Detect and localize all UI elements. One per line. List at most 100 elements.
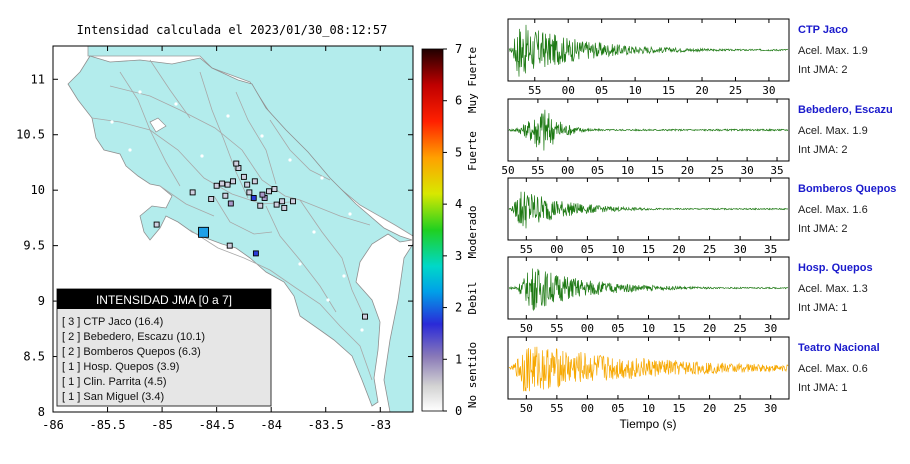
waveform-tick-label: 00 [581, 402, 594, 415]
legend-header [57, 289, 271, 309]
waveform-panel: 50 55 00 05 10 15 20 25 30 Teatro Nacional Acel. M… [507, 336, 880, 415]
waveform-trace [508, 346, 789, 392]
map-frame [52, 45, 414, 413]
map-title: Intensidad calculada el 2023/01/30_08:12… [77, 23, 388, 37]
waveform-tick-label: 00 [562, 84, 575, 97]
colorbar-tick-label: 4 [455, 197, 462, 211]
waveform-tick-label: 00 [550, 243, 563, 256]
waveform-tick-label: 55 [520, 243, 533, 256]
waveform-station-name: Teatro Nacional [798, 342, 880, 354]
legend-item: [ 1 ] Hosp. Quepos (3.9) [62, 361, 179, 373]
colorbar-label-muy-fuerte: Muy Fuerte [466, 47, 479, 113]
station-marker [250, 194, 257, 201]
waveform-tick-label: 05 [611, 322, 624, 335]
legend-item: [ 1 ] Clin. Parrita (4.5) [62, 376, 167, 388]
colorbar-tick-label: 0 [455, 404, 462, 418]
waveform-tick-label: 55 [528, 84, 541, 97]
legend-item: [ 1 ] San Miguel (3.4) [62, 391, 164, 403]
waveform-tick-label: 15 [642, 243, 655, 256]
colorbar-ticks: 0 1 2 3 4 5 6 7 [443, 42, 462, 418]
waveform-station-name: Hosp. Quepos [798, 262, 873, 274]
waveform-acel-max: Acel. Max. 1.3 [798, 283, 868, 295]
waveform-tick-label: 30 [734, 243, 747, 256]
colorbar-tick-label: 5 [455, 145, 462, 159]
station-marker [266, 188, 272, 195]
waveform-panel: 50 55 00 05 10 15 20 25 30 Hosp. Quepos Acel. Max.… [507, 256, 873, 335]
waveform-tick-label: 30 [762, 84, 775, 97]
station-marker [189, 189, 196, 196]
colorbar-label-debil: Debil [466, 281, 479, 314]
waveform-tick-label: 10 [628, 84, 641, 97]
waveform-panel: 55 00 05 10 15 20 25 30 35 Bomberos Quepos Acel. M… [507, 177, 896, 256]
colorbar-tick-label: 6 [455, 94, 462, 108]
station-marker [213, 182, 220, 189]
waveform-tick-label: 30 [741, 164, 754, 177]
map-x-axis: -86 -85.5 -85 -84.5 -84 -83.5 -83 [42, 46, 391, 432]
colorbar-gradient [421, 48, 444, 412]
waveform-tick-label: 55 [550, 402, 563, 415]
map-ytick-label: 10.5 [16, 128, 45, 142]
station-marker [257, 202, 264, 209]
waveform-trace [508, 268, 789, 312]
map-ytick-label: 10 [31, 183, 45, 197]
station-marker [240, 173, 247, 180]
colorbar-tick-label: 2 [455, 301, 462, 315]
colorbar-tick-label: 7 [455, 42, 462, 56]
waveform-int-jma: Int JMA: 2 [798, 144, 848, 156]
colorbar-tick-label: 3 [455, 249, 462, 263]
intensity-legend: INTENSIDAD JMA [0 a 7] [ 3 ] CTP Jaco (1… [56, 288, 272, 407]
station-marker [208, 196, 215, 203]
waveform-tick-label: 20 [695, 84, 708, 97]
waveform-panel: 55 00 05 10 15 20 25 30 CTP Jaco Acel. Max. 1.9 In… [507, 18, 868, 97]
waveform-int-jma: Int JMA: 2 [798, 223, 848, 235]
waveform-tick-label: 05 [591, 164, 604, 177]
waveform-tick-label: 10 [642, 322, 655, 335]
station-marker [259, 191, 266, 198]
waveform-tick-label: 10 [611, 243, 624, 256]
waveform-tick-label: 15 [672, 322, 685, 335]
station-marker [273, 201, 280, 208]
station-marker [252, 250, 259, 257]
waveform-tick-label: 25 [729, 84, 742, 97]
legend-item: [ 2 ] Bomberos Quepos (6.3) [62, 346, 201, 358]
map-xtick-label: -84 [260, 418, 282, 432]
map-xtick-label: -85 [151, 418, 173, 432]
waveform-station-name: Bebedero, Escazu [798, 104, 893, 116]
station-marker [219, 180, 226, 187]
legend-item: [ 2 ] Bebedero, Escazu (10.1) [62, 331, 205, 343]
waveform-tick-label: 15 [672, 402, 685, 415]
waveform-frame [507, 336, 790, 400]
legend-item: [ 3 ] CTP Jaco (16.4) [62, 316, 163, 328]
waveform-tick-label: 30 [764, 322, 777, 335]
map-xtick-label: -83.5 [308, 418, 344, 432]
waveform-tick-label: 05 [595, 84, 608, 97]
waveform-panels: 55 00 05 10 15 20 25 30 CTP Jaco Acel. Max. 1.9 In… [501, 18, 896, 415]
map-xtick-label: -83 [369, 418, 391, 432]
map-xtick-label: -85.5 [89, 418, 125, 432]
waveform-tick-label: 20 [681, 164, 694, 177]
colorbar-label-fuerte: Fuerte [466, 131, 479, 171]
station-marker [227, 200, 234, 207]
station-marker [222, 192, 229, 199]
lake-arenal [149, 117, 167, 133]
map-panel: -86 -85.5 -85 -84.5 -84 -83.5 -83 8 8.5 9 9.5 10 10… [16, 45, 414, 432]
waveform-tick-label: 35 [770, 164, 783, 177]
map-roads [91, 59, 373, 381]
station-marker [153, 221, 160, 228]
waveform-acel-max: Acel. Max. 1.6 [798, 204, 868, 216]
waveform-tick-label: 00 [581, 322, 594, 335]
waveform-trace [508, 191, 789, 229]
waveform-tick-label: 30 [764, 402, 777, 415]
colorbar-label-moderado: Moderado [466, 206, 479, 259]
waveform-tick-label: 50 [501, 164, 514, 177]
colorbar-label-no-sentido: No sentido [466, 342, 479, 408]
waveform-tick-label: 55 [531, 164, 544, 177]
waveform-tick-label: 15 [651, 164, 664, 177]
station-marker [233, 160, 240, 167]
station-marker [271, 186, 278, 193]
waveform-tick-label: 05 [581, 243, 594, 256]
station-marker [198, 226, 209, 238]
waveform-tick-label: 20 [703, 322, 716, 335]
